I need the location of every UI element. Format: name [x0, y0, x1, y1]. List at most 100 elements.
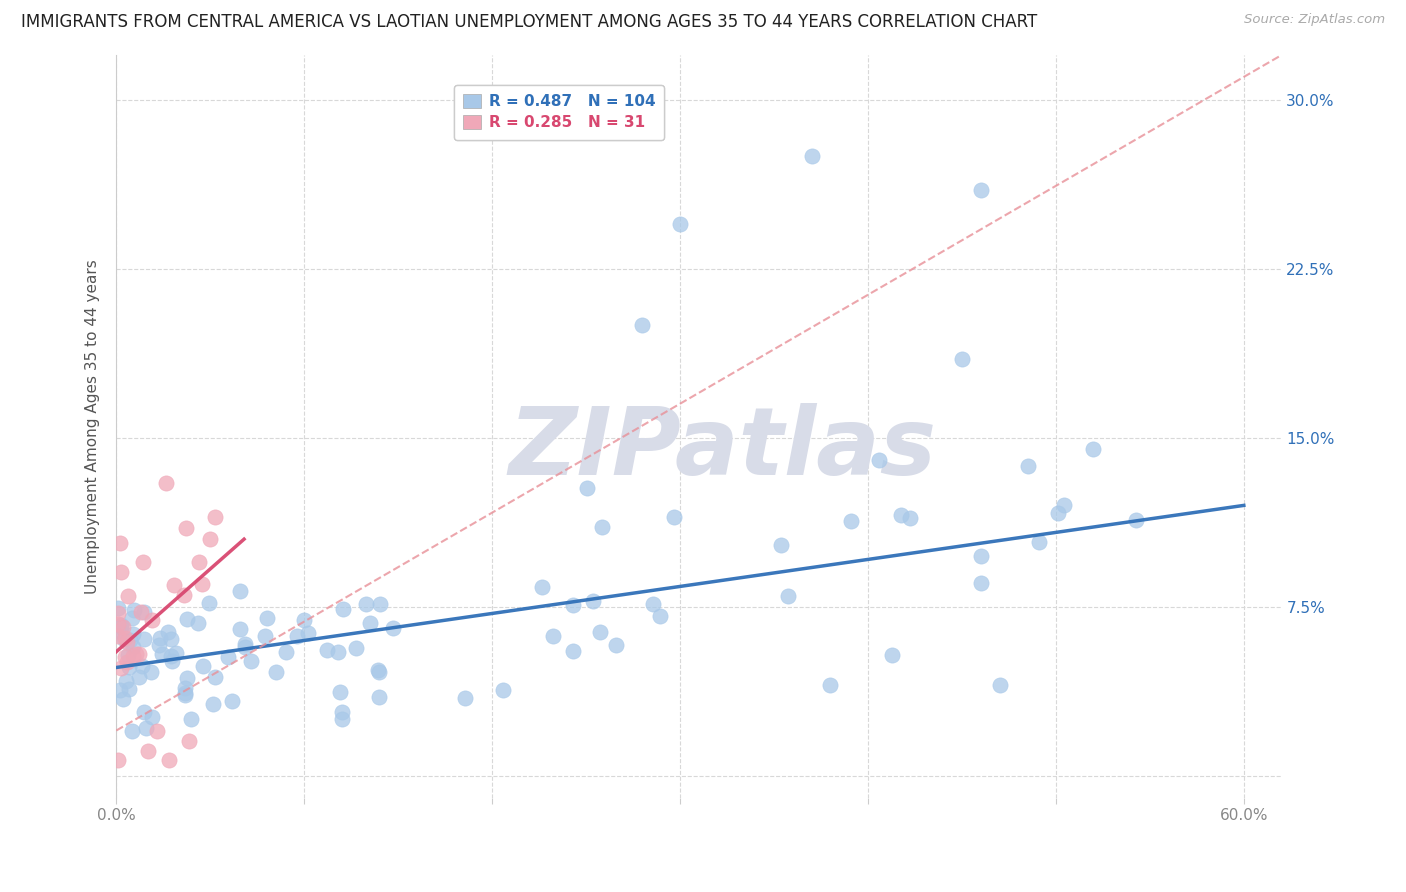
Y-axis label: Unemployment Among Ages 35 to 44 years: Unemployment Among Ages 35 to 44 years	[86, 260, 100, 594]
Point	[776, 590, 799, 604]
Point	[1053, 498, 1076, 512]
Point	[233, 637, 256, 651]
Point	[1017, 459, 1039, 474]
Point	[115, 673, 138, 688]
Point	[112, 692, 135, 706]
Point	[107, 606, 129, 620]
Point	[135, 722, 157, 736]
Point	[174, 689, 197, 703]
Point	[122, 627, 145, 641]
Point	[769, 538, 792, 552]
Point	[110, 565, 132, 579]
Text: ZIPatlas: ZIPatlas	[508, 403, 936, 495]
Point	[354, 598, 377, 612]
Point	[650, 609, 672, 624]
Point	[141, 709, 163, 723]
Point	[124, 648, 146, 662]
Point	[156, 625, 179, 640]
Point	[132, 632, 155, 646]
Point	[297, 626, 319, 640]
Point	[108, 624, 131, 638]
Point	[562, 598, 585, 612]
Point	[1028, 535, 1050, 549]
Point	[233, 640, 256, 655]
Point	[160, 655, 183, 669]
Point	[890, 508, 912, 522]
Point	[121, 723, 143, 738]
Point	[110, 660, 132, 674]
Point	[120, 633, 142, 648]
Point	[381, 621, 404, 635]
Point	[110, 618, 132, 632]
Point	[117, 648, 139, 663]
Point	[285, 629, 308, 643]
Point	[332, 601, 354, 615]
Point	[139, 665, 162, 679]
Point	[112, 632, 135, 646]
Point	[330, 705, 353, 719]
Text: IMMIGRANTS FROM CENTRAL AMERICA VS LAOTIAN UNEMPLOYMENT AMONG AGES 35 TO 44 YEAR: IMMIGRANTS FROM CENTRAL AMERICA VS LAOTI…	[21, 13, 1038, 31]
Text: Source: ZipAtlas.com: Source: ZipAtlas.com	[1244, 13, 1385, 27]
Point	[970, 183, 993, 197]
Point	[631, 318, 654, 333]
Point	[177, 734, 200, 748]
Point	[114, 650, 136, 665]
Point	[253, 629, 276, 643]
Point	[112, 620, 135, 634]
Point	[129, 605, 152, 619]
Point	[131, 555, 153, 569]
Point	[274, 644, 297, 658]
Point	[561, 644, 583, 658]
Point	[204, 670, 226, 684]
Point	[180, 712, 202, 726]
Point	[148, 638, 170, 652]
Point	[128, 647, 150, 661]
Point	[159, 632, 181, 646]
Point	[107, 601, 129, 615]
Point	[662, 510, 685, 524]
Point	[359, 616, 381, 631]
Point	[122, 649, 145, 664]
Point	[131, 659, 153, 673]
Point	[149, 631, 172, 645]
Point	[107, 629, 129, 643]
Point	[176, 521, 198, 535]
Point	[150, 648, 173, 662]
Point	[157, 753, 180, 767]
Point	[173, 681, 195, 696]
Point	[541, 629, 564, 643]
Point	[970, 576, 993, 591]
Point	[163, 578, 186, 592]
Point	[1083, 442, 1105, 456]
Point	[217, 650, 239, 665]
Point	[229, 584, 252, 599]
Point	[820, 678, 842, 692]
Point	[329, 685, 352, 699]
Point	[173, 589, 195, 603]
Point	[155, 475, 177, 490]
Point	[191, 577, 214, 591]
Point	[200, 532, 222, 546]
Point	[221, 694, 243, 708]
Point	[122, 603, 145, 617]
Point	[1125, 513, 1147, 527]
Point	[344, 640, 367, 655]
Point	[118, 660, 141, 674]
Point	[136, 744, 159, 758]
Point	[292, 613, 315, 627]
Point	[988, 678, 1011, 692]
Point	[239, 654, 262, 668]
Point	[145, 724, 167, 739]
Point	[800, 149, 823, 163]
Point	[174, 686, 197, 700]
Point	[330, 712, 353, 726]
Point	[160, 649, 183, 664]
Point	[198, 596, 221, 610]
Point	[201, 697, 224, 711]
Point	[454, 690, 477, 705]
Point	[110, 620, 132, 634]
Point	[605, 638, 627, 652]
Point	[107, 617, 129, 632]
Point	[367, 690, 389, 704]
Point	[591, 519, 613, 533]
